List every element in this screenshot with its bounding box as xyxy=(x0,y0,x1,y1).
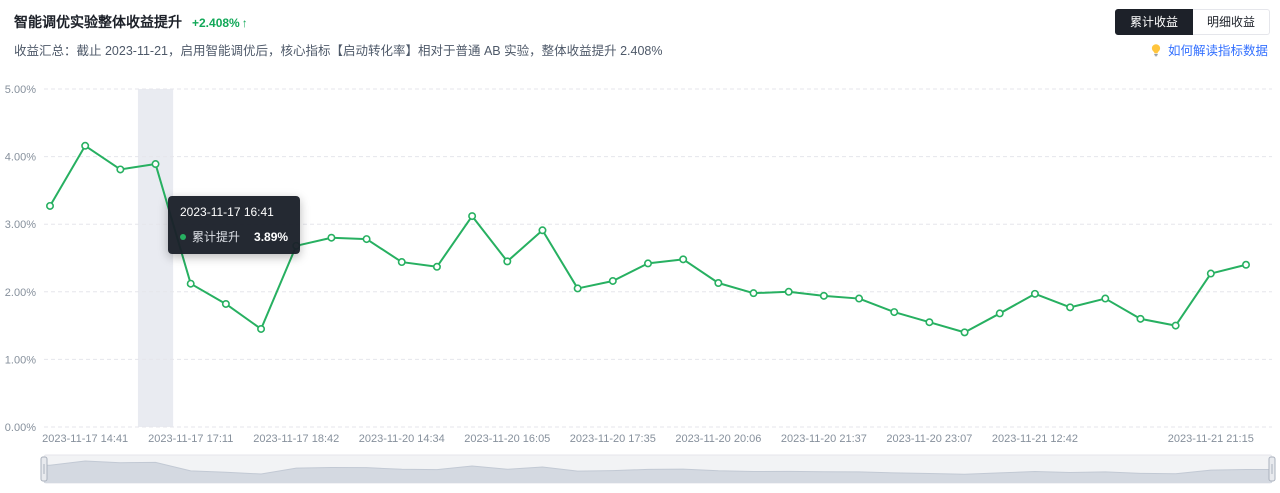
svg-text:0.00%: 0.00% xyxy=(5,422,36,434)
svg-text:2023-11-20 16:05: 2023-11-20 16:05 xyxy=(464,433,550,445)
svg-text:2023-11-20 21:37: 2023-11-20 21:37 xyxy=(781,433,867,445)
datazoom-slider[interactable] xyxy=(40,454,1276,484)
panel-header: 智能调优实验整体收益提升 +2.408% ↑ 累计收益 明细收益 xyxy=(0,0,1280,35)
svg-text:1.00%: 1.00% xyxy=(5,354,36,366)
svg-text:2023-11-17 17:11: 2023-11-17 17:11 xyxy=(148,433,233,445)
plot-area[interactable]: 0.00% 1.00% 2.00% 3.00% 4.00% 5.00% 2023-11-17… xyxy=(5,84,1272,445)
delta-value: +2.408% xyxy=(192,15,240,30)
svg-text:3.00%: 3.00% xyxy=(5,219,36,231)
help-link-label: 如何解读指标数据 xyxy=(1167,44,1268,58)
tab-detail-revenue[interactable]: 明细收益 xyxy=(1192,8,1270,35)
page-title: 智能调优实验整体收益提升 xyxy=(14,13,182,30)
up-arrow-icon: ↑ xyxy=(241,15,248,30)
chart-container: 0.00% 1.00% 2.00% 3.00% 4.00% 5.00% 2023-11-17… xyxy=(0,60,1280,493)
revenue-line-chart[interactable]: 0.00% 1.00% 2.00% 3.00% 4.00% 5.00% 2023-11-17… xyxy=(0,60,1280,493)
svg-text:2.00%: 2.00% xyxy=(5,287,36,299)
svg-text:5.00%: 5.00% xyxy=(5,84,36,96)
revenue-view-toggle: 累计收益 明细收益 xyxy=(1114,8,1270,35)
how-to-read-metrics-link[interactable]: 如何解读指标数据 xyxy=(1149,40,1268,59)
tab-cumulative-revenue[interactable]: 累计收益 xyxy=(1114,8,1193,35)
summary-row: 收益汇总：截止 2023-11-21，启用智能调优后，核心指标【启动转化率】相对… xyxy=(0,34,1280,59)
revenue-summary-text: 收益汇总：截止 2023-11-21，启用智能调优后，核心指标【启动转化率】相对… xyxy=(14,44,663,58)
datazoom-handle-left[interactable] xyxy=(40,456,48,482)
svg-text:2023-11-20 14:34: 2023-11-20 14:34 xyxy=(359,433,445,445)
delta-badge: +2.408% ↑ xyxy=(192,16,248,30)
svg-text:2023-11-20 23:07: 2023-11-20 23:07 xyxy=(886,433,972,445)
svg-text:2023-11-21 21:15: 2023-11-21 21:15 xyxy=(1168,433,1254,445)
lightbulb-icon xyxy=(1151,43,1161,56)
svg-text:2023-11-21 12:42: 2023-11-21 12:42 xyxy=(992,433,1078,445)
svg-text:2023-11-20 20:06: 2023-11-20 20:06 xyxy=(675,433,761,445)
svg-text:2023-11-17 18:42: 2023-11-17 18:42 xyxy=(253,433,339,445)
title-group: 智能调优实验整体收益提升 +2.408% ↑ xyxy=(14,12,248,32)
svg-text:4.00%: 4.00% xyxy=(5,152,36,164)
svg-text:2023-11-17 14:41: 2023-11-17 14:41 xyxy=(42,433,128,445)
datazoom-handle-right[interactable] xyxy=(1268,456,1276,482)
svg-text:2023-11-20 17:35: 2023-11-20 17:35 xyxy=(570,433,656,445)
